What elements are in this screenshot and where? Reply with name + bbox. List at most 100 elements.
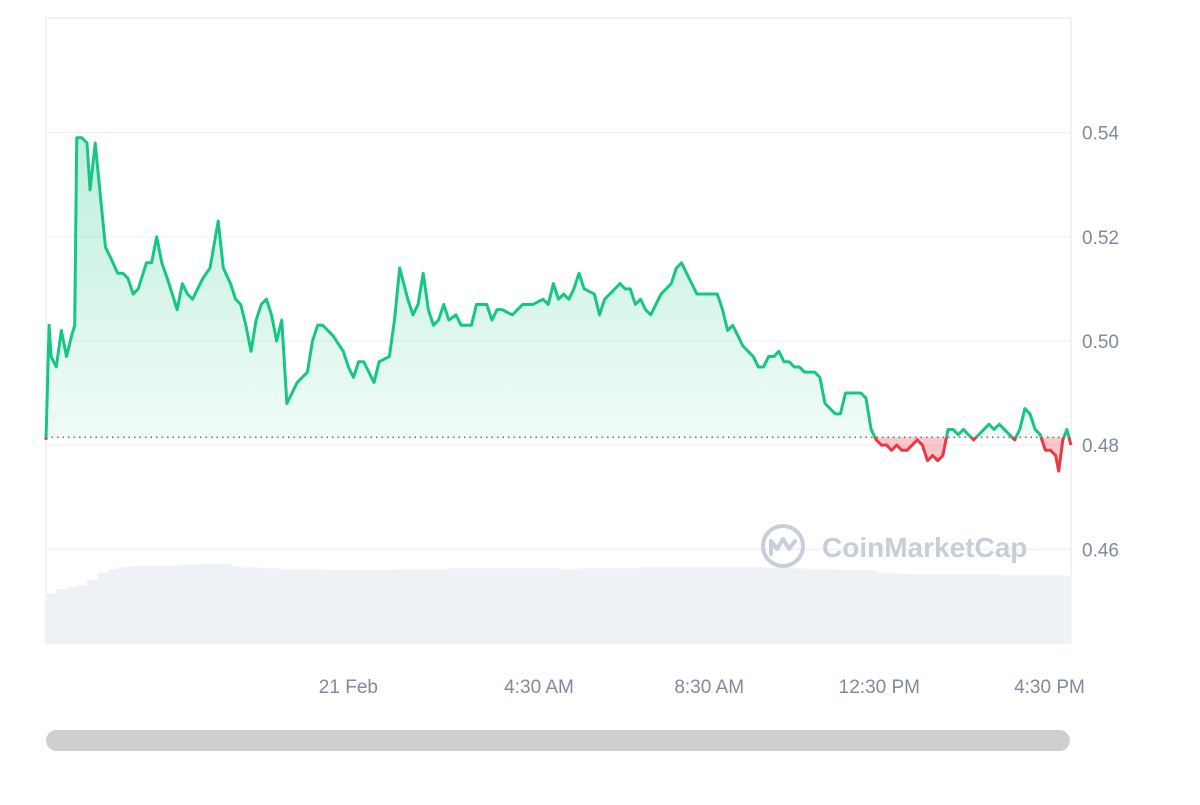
volume-bar bbox=[825, 569, 836, 643]
volume-bar bbox=[497, 568, 508, 643]
volume-bar bbox=[1060, 575, 1072, 643]
x-axis-tick-labels: 21 Feb 4:30 AM 8:30 AM 12:30 PM 4:30 PM bbox=[319, 677, 1085, 698]
volume-bar bbox=[445, 568, 457, 643]
volume-bar bbox=[814, 569, 826, 643]
volume-bar bbox=[691, 567, 703, 643]
volume-bar bbox=[353, 570, 365, 643]
volume-bar bbox=[343, 570, 355, 643]
volume-bar bbox=[609, 568, 621, 643]
volume-bar bbox=[394, 569, 406, 643]
price-line-down bbox=[44, 437, 1073, 473]
time-range-scrollbar[interactable] bbox=[46, 730, 1070, 751]
volume-bar bbox=[76, 585, 88, 643]
volume-bar bbox=[507, 568, 519, 643]
volume-bar bbox=[589, 568, 601, 643]
volume-bar bbox=[415, 569, 426, 643]
volume-bar bbox=[650, 567, 662, 643]
volume-bar bbox=[722, 567, 734, 643]
volume-bar bbox=[128, 566, 139, 643]
volume-bar bbox=[743, 567, 754, 643]
y-tick-label: 0.52 bbox=[1082, 228, 1119, 249]
volume-bar bbox=[732, 567, 744, 643]
volume-bar bbox=[948, 574, 959, 643]
volume-bar bbox=[538, 568, 549, 643]
volume-bar bbox=[978, 574, 990, 643]
volume-bar bbox=[486, 568, 498, 643]
volume-bar bbox=[97, 572, 109, 643]
volume-bar bbox=[712, 567, 724, 643]
volume-bar bbox=[937, 574, 949, 643]
volume-bar bbox=[599, 568, 611, 643]
coinmarketcap-watermark: CoinMarketCap bbox=[761, 524, 1027, 568]
volume-bar bbox=[456, 568, 467, 643]
volume-bar bbox=[87, 580, 98, 643]
volume-bar bbox=[784, 567, 795, 643]
price-area-fill bbox=[46, 137, 1071, 472]
volume-bar bbox=[568, 569, 580, 643]
price-line bbox=[44, 136, 1073, 473]
volume-bar bbox=[661, 567, 672, 643]
volume-bar bbox=[425, 569, 437, 643]
volume-bar bbox=[261, 568, 273, 643]
x-tick-label: 8:30 AM bbox=[674, 677, 744, 698]
volume-bar bbox=[968, 574, 980, 643]
volume-bar bbox=[845, 570, 857, 643]
volume-bar bbox=[1030, 575, 1041, 643]
volume-bar bbox=[517, 568, 529, 643]
volume-bar bbox=[117, 567, 129, 643]
volume-bar bbox=[876, 572, 888, 643]
volume-bar bbox=[148, 565, 160, 643]
volume-bar bbox=[958, 574, 970, 643]
volume-bar bbox=[56, 589, 68, 643]
volume-bar bbox=[374, 570, 385, 643]
volume-bar bbox=[1009, 575, 1021, 643]
volume-bar bbox=[363, 570, 375, 643]
volume-bar bbox=[773, 567, 785, 643]
volume-bar bbox=[794, 568, 806, 643]
volume-bar bbox=[640, 567, 652, 643]
volume-bar bbox=[46, 593, 57, 643]
y-tick-label: 0.50 bbox=[1082, 332, 1119, 353]
volume-bar bbox=[1019, 575, 1031, 643]
area-fill-above-baseline bbox=[46, 137, 1071, 438]
volume-bar bbox=[1040, 575, 1052, 643]
price-line-up bbox=[44, 136, 1071, 438]
volume-bar bbox=[302, 569, 314, 643]
y-tick-label: 0.54 bbox=[1082, 124, 1119, 145]
volume-bar bbox=[107, 569, 119, 643]
volume-bar bbox=[240, 567, 252, 643]
volume-bar bbox=[210, 563, 221, 643]
volume-bar bbox=[466, 568, 478, 643]
volume-bar bbox=[999, 575, 1011, 643]
x-tick-label: 12:30 PM bbox=[839, 677, 920, 698]
volume-bar bbox=[251, 567, 262, 643]
volume-bar bbox=[886, 573, 898, 643]
volume-bar bbox=[158, 565, 170, 643]
volume-bar bbox=[66, 587, 78, 643]
volume-bar bbox=[333, 570, 344, 643]
volume-bar bbox=[907, 574, 918, 643]
volume-bar bbox=[835, 570, 847, 643]
volume-bar bbox=[896, 573, 908, 643]
volume-bar bbox=[548, 568, 560, 643]
volume-bar bbox=[384, 570, 396, 643]
volume-bar bbox=[763, 567, 775, 643]
volume-bar bbox=[292, 569, 303, 643]
volume-bar bbox=[271, 568, 283, 643]
volume-bar bbox=[927, 574, 939, 643]
volume-bar bbox=[404, 569, 416, 643]
volume-bar bbox=[199, 563, 211, 643]
volume-bar bbox=[281, 569, 293, 643]
volume-bar bbox=[681, 567, 693, 643]
y-tick-label: 0.48 bbox=[1082, 436, 1119, 457]
x-tick-label: 21 Feb bbox=[319, 677, 378, 698]
volume-bar bbox=[476, 568, 488, 643]
volume-bar bbox=[917, 574, 929, 643]
coinmarketcap-logo-icon bbox=[761, 524, 805, 568]
volume-bar bbox=[322, 570, 334, 643]
volume-bar bbox=[558, 569, 570, 643]
volume-bar bbox=[671, 567, 683, 643]
volume-bar bbox=[804, 569, 816, 643]
